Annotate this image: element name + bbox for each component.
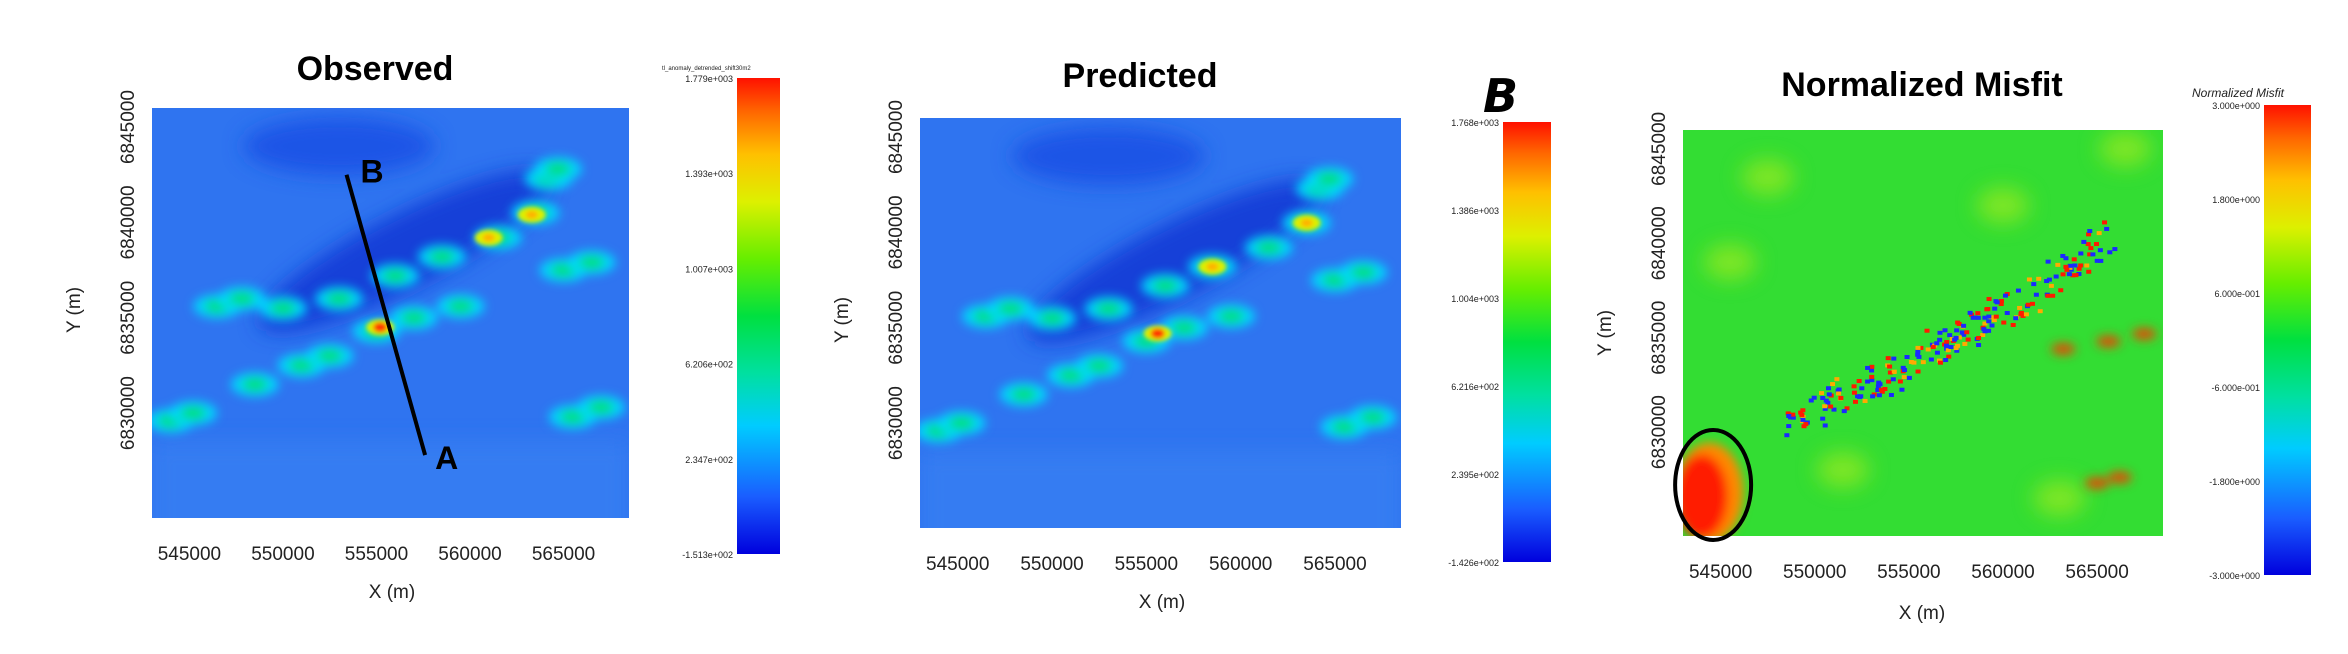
- x-tick-label: 555000: [1115, 554, 1178, 575]
- colorbar-tick-label: 3.000e+000: [2212, 101, 2260, 111]
- misfit-heatmap: [1683, 130, 2163, 536]
- predicted-x-label: X (m): [1139, 592, 1185, 613]
- colorbar-tick-label: 1.386e+003: [1451, 206, 1499, 216]
- x-tick-label: 545000: [926, 554, 989, 575]
- misfit-colorbar: [2264, 105, 2311, 575]
- colorbar-tick-label: 2.395e+002: [1451, 470, 1499, 480]
- observed-y-label: Y (m): [64, 287, 85, 333]
- colorbar-tick-label: 6.000e-001: [2214, 289, 2260, 299]
- colorbar-tick-label: 6.216e+002: [1451, 382, 1499, 392]
- predicted-y-label: Y (m): [832, 297, 853, 343]
- colorbar-tick-label: 1.007e+003: [685, 264, 733, 274]
- x-tick-label: 565000: [2065, 562, 2128, 583]
- y-tick-label: 6845000: [1649, 112, 1670, 186]
- observed-profile-line: [344, 174, 428, 456]
- misfit-y-ticks: 6830000 6835000 6840000 6845000: [1649, 112, 1670, 469]
- y-tick-label: 6830000: [886, 386, 907, 460]
- y-tick-label: 6840000: [118, 185, 139, 259]
- y-tick-label: 6845000: [118, 90, 139, 164]
- predicted-colorbar-ticks: 1.768e+003 1.386e+003 1.004e+003 6.216e+002…: [1448, 118, 1499, 568]
- misfit-x-ticks: 545000 550000 555000 560000 565000: [1689, 562, 2129, 583]
- observed-y-ticks: 6830000 6835000 6840000 6845000: [118, 90, 139, 450]
- misfit-colorbar-title: Normalized Misfit: [2192, 86, 2285, 100]
- observed-panel: Observed 545000 550000 555000 560000 565000 …: [64, 50, 780, 603]
- profile-start-label: A: [435, 440, 458, 476]
- x-tick-label: 550000: [1020, 554, 1083, 575]
- profile-end-label: B: [361, 154, 384, 190]
- x-tick-label: 565000: [1303, 554, 1366, 575]
- predicted-y-ticks: 6830000 6835000 6840000 6845000: [886, 100, 907, 460]
- colorbar-tick-label: -1.426e+002: [1448, 558, 1499, 568]
- predicted-title: Predicted: [1063, 57, 1218, 95]
- y-tick-label: 6830000: [1649, 395, 1670, 469]
- y-tick-label: 6835000: [886, 291, 907, 365]
- predicted-panel: Predicted 545000 550000 555000 560000 565000…: [832, 57, 1551, 613]
- x-tick-label: 545000: [158, 544, 221, 565]
- misfit-title: Normalized Misfit: [1781, 66, 2062, 104]
- observed-colorbar-ticks: 1.779e+003 1.393e+003 1.007e+003 6.206e+002…: [682, 74, 733, 560]
- colorbar-tick-label: 1.768e+003: [1451, 118, 1499, 128]
- observed-x-ticks: 545000 550000 555000 560000 565000: [158, 544, 596, 565]
- predicted-heatmap: [920, 118, 1401, 528]
- predicted-b-annotation: B: [1483, 69, 1518, 123]
- x-tick-label: 560000: [1971, 562, 2034, 583]
- colorbar-tick-label: -1.513e+002: [682, 550, 733, 560]
- observed-heatmap: [152, 108, 629, 518]
- x-tick-label: 550000: [251, 544, 314, 565]
- misfit-x-label: X (m): [1899, 603, 1945, 624]
- observed-colorbar-title: tl_anomaly_detrended_shift30m2: [662, 66, 751, 72]
- colorbar-tick-label: -3.000e+000: [2209, 571, 2260, 581]
- misfit-highlight-ellipse: [1673, 428, 1754, 543]
- observed-colorbar: [737, 78, 780, 554]
- x-tick-label: 550000: [1783, 562, 1846, 583]
- colorbar-tick-label: 1.393e+003: [685, 169, 733, 179]
- colorbar-tick-label: 1.779e+003: [685, 74, 733, 84]
- y-tick-label: 6840000: [1649, 206, 1670, 280]
- misfit-colorbar-ticks: 3.000e+000 1.800e+000 6.000e-001 -6.000e-00…: [2209, 101, 2260, 581]
- colorbar-tick-label: 2.347e+002: [685, 455, 733, 465]
- profile-a-b-line: [344, 174, 428, 456]
- colorbar-tick-label: 1.004e+003: [1451, 294, 1499, 304]
- misfit-panel: Normalized Misfit 545000 550000 555000 5600…: [1595, 66, 2311, 624]
- y-tick-label: 6845000: [886, 100, 907, 174]
- y-tick-label: 6835000: [1649, 301, 1670, 375]
- observed-x-label: X (m): [369, 582, 415, 603]
- y-tick-label: 6835000: [118, 281, 139, 355]
- colorbar-tick-label: -1.800e+000: [2209, 477, 2260, 487]
- x-tick-label: 560000: [1209, 554, 1272, 575]
- x-tick-label: 555000: [345, 544, 408, 565]
- y-tick-label: 6830000: [118, 376, 139, 450]
- y-tick-label: 6840000: [886, 195, 907, 269]
- misfit-y-label: Y (m): [1595, 310, 1616, 356]
- x-tick-label: 545000: [1689, 562, 1752, 583]
- colorbar-tick-label: 1.800e+000: [2212, 195, 2260, 205]
- predicted-x-ticks: 545000 550000 555000 560000 565000: [926, 554, 1367, 575]
- colorbar-tick-label: 6.206e+002: [685, 360, 733, 370]
- colorbar-tick-label: -6.000e-001: [2211, 383, 2260, 393]
- x-tick-label: 565000: [532, 544, 595, 565]
- observed-title: Observed: [297, 50, 454, 88]
- x-tick-label: 555000: [1877, 562, 1940, 583]
- predicted-colorbar: [1503, 122, 1551, 562]
- x-tick-label: 560000: [438, 544, 501, 565]
